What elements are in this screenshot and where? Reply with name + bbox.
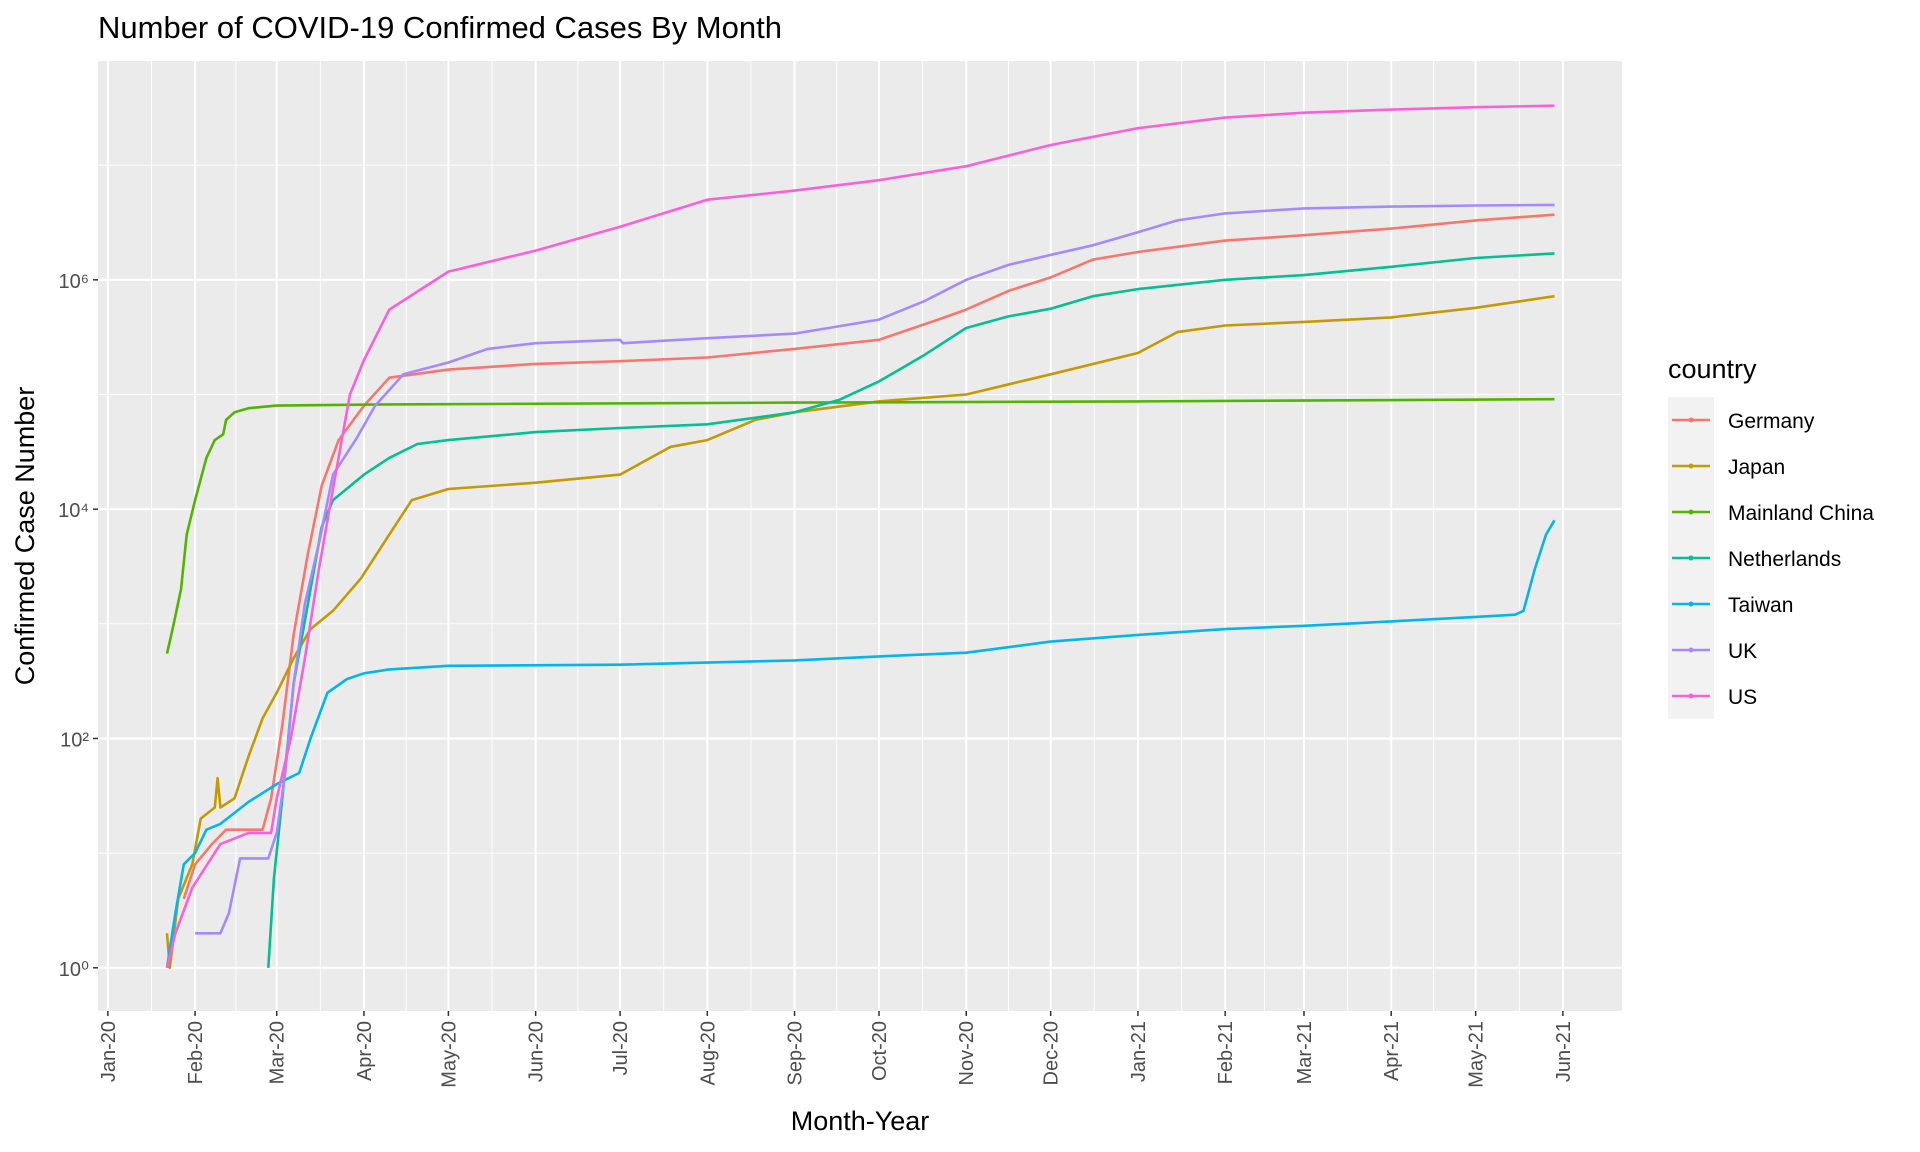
legend: Germany Japan Mainland China Netherlands Tai… <box>1668 397 1874 719</box>
x-tick-label: Jan-21 <box>1128 1021 1150 1082</box>
x-tick-label: Dec-20 <box>1041 1021 1063 1085</box>
legend-label: UK <box>1728 640 1757 663</box>
legend-dot <box>1688 693 1694 699</box>
plot-panel <box>98 61 1622 1011</box>
legend-dot <box>1688 647 1694 653</box>
x-tick-label: Mar-20 <box>267 1021 289 1084</box>
series-line <box>165 294 1555 970</box>
legend-label: Germany <box>1728 410 1815 433</box>
legend-dot <box>1688 509 1694 515</box>
series-line <box>165 397 1555 654</box>
legend-dot <box>1688 463 1694 469</box>
y-axis-title: Confirmed Case Number <box>10 387 40 686</box>
y-tick-label: 10⁶ <box>59 271 89 293</box>
series-line <box>165 104 1555 969</box>
legend-dot <box>1688 417 1694 423</box>
x-tick-label: Jun-20 <box>526 1021 548 1082</box>
y-tick-label: 10² <box>60 729 89 751</box>
x-tick-label: Oct-20 <box>869 1021 891 1081</box>
x-tick-label: Nov-20 <box>956 1021 978 1085</box>
x-tick-label: Feb-21 <box>1215 1021 1237 1084</box>
y-tick-label: 10⁴ <box>58 500 89 522</box>
legend-label: Mainland China <box>1728 502 1874 525</box>
x-tick-label: May-20 <box>438 1021 460 1088</box>
legend-label: US <box>1728 686 1757 709</box>
x-tick-label: Jul-20 <box>610 1021 632 1075</box>
legend-label: Netherlands <box>1728 548 1841 571</box>
series-line <box>165 519 1556 968</box>
x-tick-label: Aug-20 <box>697 1021 719 1086</box>
x-tick-label: Mar-21 <box>1294 1021 1316 1084</box>
x-tick-label: Jun-21 <box>1553 1021 1575 1082</box>
x-axis-title: Month-Year <box>791 1106 930 1136</box>
x-tick-label: Apr-20 <box>354 1021 376 1081</box>
legend-label: Japan <box>1728 456 1785 479</box>
series-line <box>195 203 1555 935</box>
legend-label: Taiwan <box>1728 594 1793 617</box>
x-tick-label: Jan-20 <box>98 1021 120 1082</box>
x-tick-label: Feb-20 <box>185 1021 207 1084</box>
chart-title: Number of COVID-19 Confirmed Cases By Mo… <box>98 10 782 45</box>
legend-dot <box>1688 555 1694 561</box>
y-tick-label: 10⁰ <box>59 959 89 981</box>
x-tick-label: Apr-21 <box>1381 1021 1403 1081</box>
x-tick-label: May-21 <box>1466 1021 1488 1088</box>
x-tick-label: Sep-20 <box>785 1021 807 1086</box>
grid <box>98 61 1622 1011</box>
legend-dot <box>1688 601 1694 607</box>
series-line <box>182 213 1555 900</box>
legend-title: country <box>1668 354 1757 384</box>
